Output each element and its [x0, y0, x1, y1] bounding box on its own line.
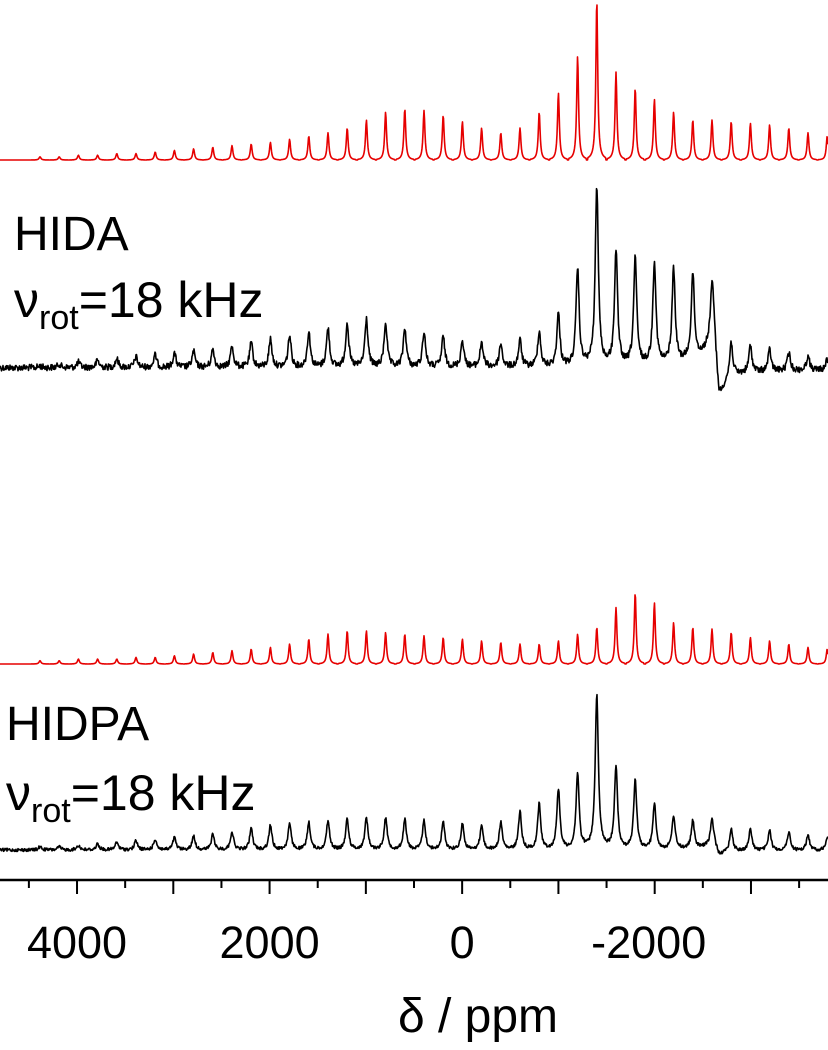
nu-symbol: ν — [6, 765, 31, 821]
x-axis-ticks — [27, 880, 801, 894]
x-axis-tick-labels: 4000 2000 0 -2000 — [27, 917, 706, 968]
hida-sample-label: HIDA — [14, 208, 129, 261]
hidpa-sample-label: HIDPA — [6, 698, 149, 751]
x-tick-label: -2000 — [591, 917, 706, 968]
nu-symbol: ν — [14, 272, 39, 328]
x-axis: 4000 2000 0 -2000 — [0, 878, 828, 968]
rate-value: =18 kHz — [71, 765, 256, 821]
hidpa-experimental-spectrum — [0, 693, 828, 855]
hidpa-simulated-spectrum — [0, 594, 828, 665]
panel-hidpa: HIDPA νrot=18 kHz — [0, 594, 828, 855]
hida-experimental-spectrum — [0, 187, 828, 392]
x-tick-label: 4000 — [27, 917, 127, 968]
x-axis-title: δ / ppm — [398, 990, 558, 1043]
hida-simulated-spectrum — [0, 4, 828, 161]
rot-subscript: rot — [39, 299, 79, 337]
panel-hida: HIDA νrot=18 kHz — [0, 4, 828, 392]
rot-subscript: rot — [31, 792, 71, 830]
hida-spinning-rate-label: νrot=18 kHz — [14, 272, 264, 337]
rate-value: =18 kHz — [79, 272, 264, 328]
x-tick-label: 2000 — [220, 917, 320, 968]
x-tick-label: 0 — [450, 917, 475, 968]
hidpa-spinning-rate-label: νrot=18 kHz — [6, 765, 256, 830]
